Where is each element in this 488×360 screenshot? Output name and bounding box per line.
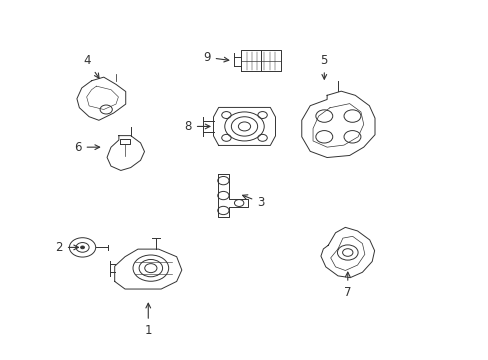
Text: 5: 5: [320, 54, 327, 79]
Text: 1: 1: [144, 303, 152, 337]
Circle shape: [81, 246, 84, 249]
Text: 2: 2: [55, 241, 79, 254]
Text: 8: 8: [184, 120, 209, 133]
Text: 3: 3: [242, 195, 264, 209]
Text: 4: 4: [83, 54, 99, 78]
Text: 9: 9: [203, 51, 228, 64]
Text: 7: 7: [344, 272, 351, 299]
Text: 6: 6: [74, 141, 100, 154]
